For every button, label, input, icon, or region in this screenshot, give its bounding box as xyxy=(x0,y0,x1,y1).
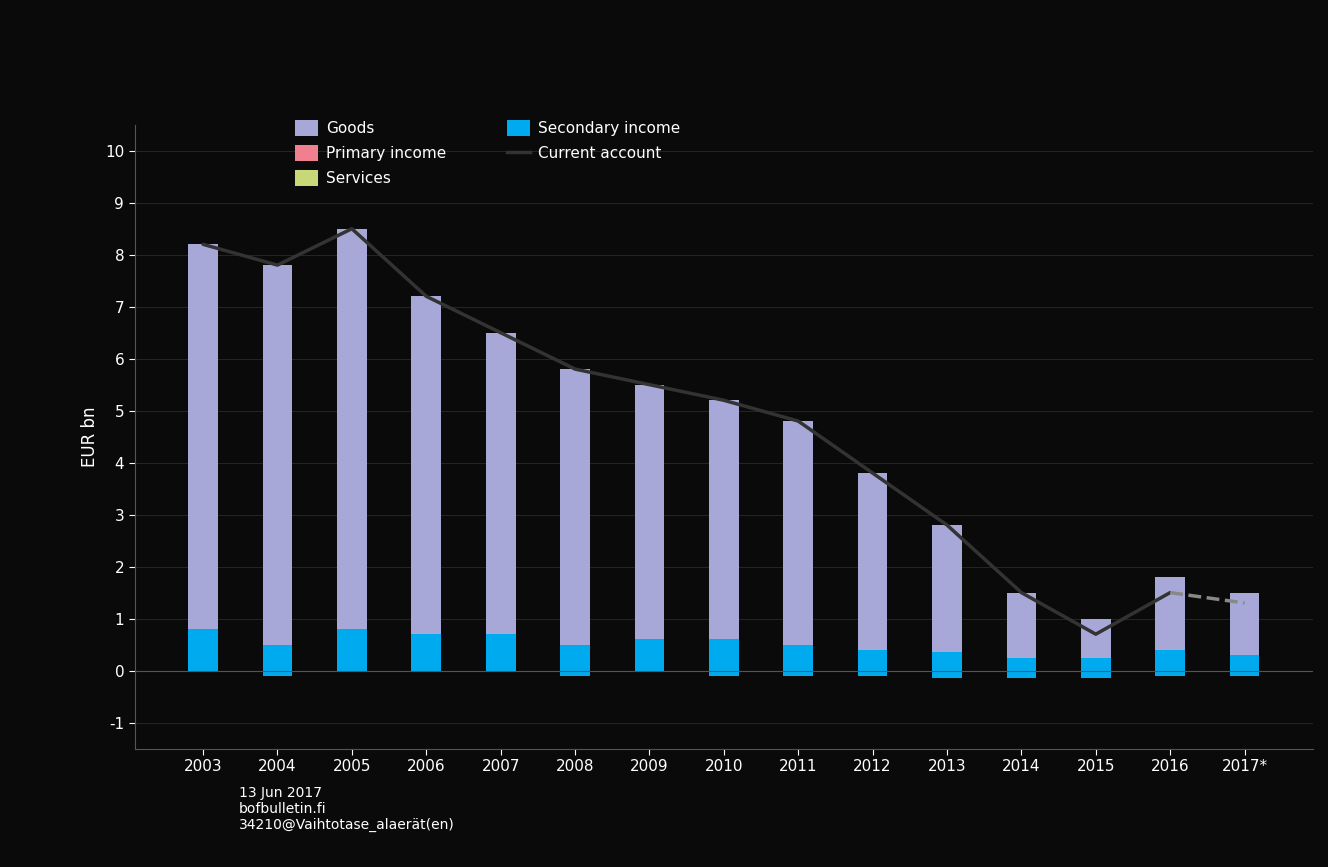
Bar xyxy=(189,629,218,670)
Bar xyxy=(635,655,664,670)
Bar xyxy=(1081,662,1110,670)
Bar xyxy=(932,525,961,670)
Bar xyxy=(1155,577,1185,670)
Bar xyxy=(1007,657,1036,678)
Bar xyxy=(486,333,515,670)
Bar xyxy=(263,644,292,655)
Bar xyxy=(1155,649,1185,660)
Bar xyxy=(560,655,590,670)
Bar xyxy=(337,644,367,670)
Bar xyxy=(560,644,590,675)
Bar xyxy=(1007,593,1036,670)
Bar xyxy=(858,473,887,670)
Bar xyxy=(932,652,961,678)
Bar xyxy=(1007,657,1036,662)
Bar xyxy=(337,629,367,644)
Bar xyxy=(263,655,292,670)
Bar xyxy=(560,369,590,670)
Bar xyxy=(784,644,813,675)
Bar xyxy=(784,421,813,670)
Bar xyxy=(486,634,515,670)
Bar xyxy=(412,634,441,670)
Bar xyxy=(1081,657,1110,662)
Bar xyxy=(263,265,292,670)
Bar xyxy=(858,649,887,675)
Bar xyxy=(1230,593,1259,670)
Bar xyxy=(1230,662,1259,670)
Bar xyxy=(709,639,738,655)
Bar xyxy=(784,657,813,670)
Bar xyxy=(635,639,664,670)
Bar xyxy=(709,639,738,675)
Bar xyxy=(337,629,367,670)
Bar xyxy=(1230,655,1259,662)
Bar xyxy=(189,629,218,644)
Bar xyxy=(1007,662,1036,670)
Bar xyxy=(858,649,887,660)
Bar xyxy=(560,644,590,655)
Bar xyxy=(1081,618,1110,670)
Text: 13 Jun 2017
bofbulletin.fi
34210@Vaihtotase_alaerät(en): 13 Jun 2017 bofbulletin.fi 34210@Vaihtot… xyxy=(239,786,454,832)
Bar xyxy=(784,644,813,657)
Bar xyxy=(412,649,441,670)
Bar xyxy=(932,652,961,660)
Bar xyxy=(486,634,515,649)
Bar xyxy=(932,660,961,670)
Bar xyxy=(412,634,441,649)
Bar xyxy=(263,644,292,675)
Bar xyxy=(1230,655,1259,675)
Bar xyxy=(412,297,441,670)
Bar xyxy=(709,401,738,670)
Bar xyxy=(635,385,664,670)
Bar xyxy=(635,639,664,655)
Bar xyxy=(1155,660,1185,670)
Bar xyxy=(858,660,887,670)
Bar xyxy=(1081,657,1110,678)
Bar xyxy=(189,644,218,670)
Bar xyxy=(709,655,738,670)
Bar xyxy=(189,244,218,670)
Bar xyxy=(337,229,367,670)
Bar xyxy=(486,649,515,670)
Y-axis label: EUR bn: EUR bn xyxy=(81,407,100,467)
Legend: Goods, Primary income, Services, Secondary income, Current account: Goods, Primary income, Services, Seconda… xyxy=(295,120,680,186)
Bar xyxy=(1155,649,1185,675)
